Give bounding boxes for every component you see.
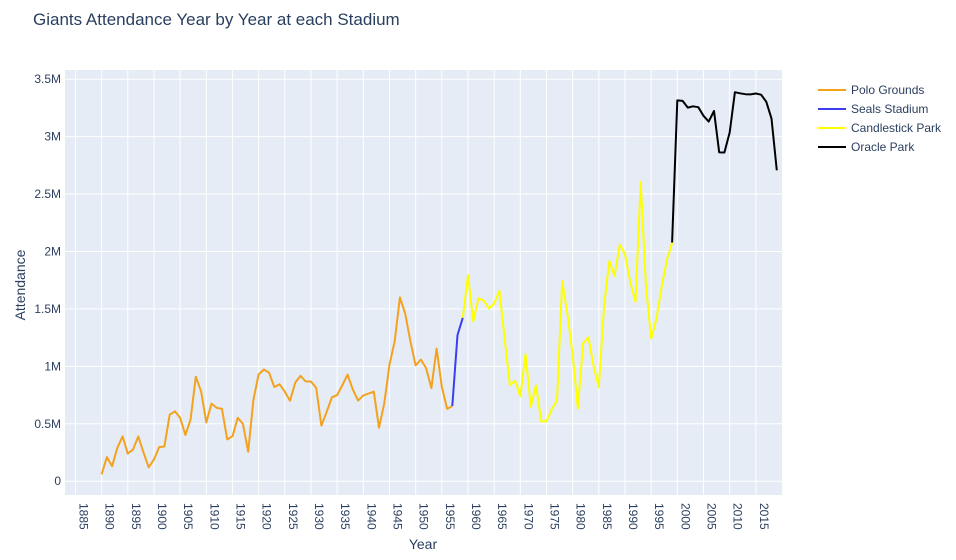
- x-tick-label: 1910: [207, 503, 221, 530]
- y-gridlines: [65, 78, 782, 482]
- chart-title: Giants Attendance Year by Year at each S…: [33, 10, 400, 29]
- y-tick-label: 1.5M: [34, 302, 61, 316]
- legend-label: Seals Stadium: [851, 102, 928, 116]
- x-tick-label: 1955: [443, 503, 457, 530]
- legend-item[interactable]: Seals Stadium: [818, 102, 928, 116]
- legend-item[interactable]: Oracle Park: [818, 140, 915, 154]
- x-tick-label: 1945: [390, 503, 404, 530]
- x-tick-label: 1940: [364, 503, 378, 530]
- x-tick-label: 1930: [312, 503, 326, 530]
- x-tick-label: 1960: [469, 503, 483, 530]
- legend-item[interactable]: Candlestick Park: [818, 121, 942, 135]
- plot-area: [65, 70, 782, 495]
- y-axis-title: Attendance: [12, 249, 28, 320]
- x-tick-label: 2005: [704, 503, 718, 530]
- y-tick-label: 2M: [44, 244, 61, 258]
- x-tick-label: 1985: [600, 503, 614, 530]
- legend[interactable]: Polo Grounds Seals Stadium Candlestick Par…: [818, 83, 942, 154]
- series-line-polo-grounds: [100, 296, 453, 475]
- x-tick-label: 1950: [417, 503, 431, 530]
- x-axis-ticks: 1885 1890 1895 1900 1905 1910 1915 1920 1925 1930…: [76, 503, 770, 530]
- y-tick-label: 2.5M: [34, 187, 61, 201]
- x-gridlines: [74, 70, 757, 495]
- x-tick-label: 1965: [495, 503, 509, 530]
- legend-label: Oracle Park: [851, 140, 915, 154]
- x-tick-label: 1975: [547, 503, 561, 530]
- y-tick-label: 3M: [44, 130, 61, 144]
- series-line-candlestick-park: [461, 180, 674, 423]
- x-tick-label: 1970: [521, 503, 535, 530]
- series-line-seals-stadium: [451, 317, 464, 407]
- x-tick-label: 1905: [181, 503, 195, 530]
- y-tick-label: 0: [54, 474, 61, 488]
- y-tick-label: 3.5M: [34, 72, 61, 86]
- y-axis-ticks: 0 0.5M 1M 1.5M 2M 2.5M 3M 3.5M: [34, 72, 61, 488]
- x-tick-label: 1915: [233, 503, 247, 530]
- x-tick-label: 2015: [757, 503, 771, 530]
- series-lines: [100, 91, 778, 475]
- x-tick-label: 1935: [338, 503, 352, 530]
- y-tick-label: 1M: [44, 359, 61, 373]
- legend-label: Polo Grounds: [851, 83, 924, 97]
- x-tick-label: 1885: [76, 503, 90, 530]
- x-tick-label: 2010: [731, 503, 745, 530]
- y-tick-label: 0.5M: [34, 417, 61, 431]
- series-line-oracle-park: [671, 91, 778, 243]
- legend-label: Candlestick Park: [851, 121, 942, 135]
- x-tick-label: 1900: [155, 503, 169, 530]
- x-tick-label: 1920: [260, 503, 274, 530]
- x-tick-label: 1995: [652, 503, 666, 530]
- x-tick-label: 1990: [626, 503, 640, 530]
- legend-item[interactable]: Polo Grounds: [818, 83, 924, 97]
- x-tick-label: 1980: [574, 503, 588, 530]
- x-tick-label: 1890: [103, 503, 117, 530]
- x-axis-title: Year: [409, 536, 438, 552]
- x-tick-label: 1895: [129, 503, 143, 530]
- x-tick-label: 2000: [678, 503, 692, 530]
- x-tick-label: 1925: [286, 503, 300, 530]
